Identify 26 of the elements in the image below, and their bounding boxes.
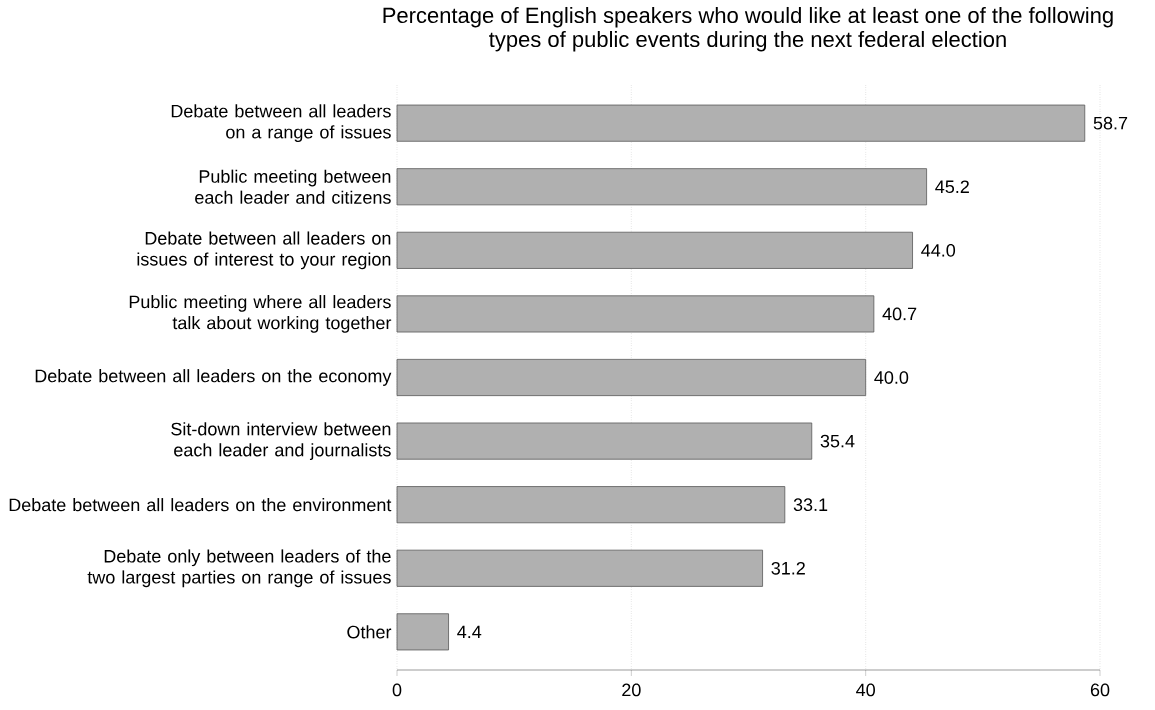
x-tick-label: 60	[1090, 683, 1110, 697]
y-tick-label: Debate between all leaders on the economy	[35, 369, 392, 386]
data-label: 40.7	[882, 307, 917, 321]
data-label: 31.2	[771, 561, 805, 575]
bar	[396, 358, 867, 397]
data-label: 44.0	[921, 243, 956, 257]
y-tick-label: Debate between all leaders on the environment	[9, 498, 392, 512]
data-label: 40.0	[874, 371, 909, 384]
bar	[396, 613, 449, 651]
data-label: 35.4	[820, 434, 855, 448]
y-tick-label: Debate between all leaders on a range of issues	[171, 104, 391, 143]
y-tick-label: Sit-down interview between each leader and journalists	[171, 422, 391, 460]
chart-title: Percentage of English speakers who would like at least one of the following types of public events during the next federal election	[383, 6, 1113, 52]
x-tick-label: 40	[856, 683, 875, 697]
x-tick-label: 0	[392, 683, 402, 697]
data-label: 45.2	[935, 180, 969, 194]
y-tick-label: Debate only between leaders of the two largest parties on range of issues	[87, 549, 391, 588]
y-tick-label: Public meeting where all leaders talk about working together	[129, 295, 392, 333]
bar	[396, 295, 875, 333]
y-tick-label: Public meeting between each leader and citizens	[195, 169, 391, 204]
data-label: 58.7	[1093, 116, 1128, 130]
data-label: 33.1	[793, 498, 828, 512]
data-label: 4.4	[457, 625, 482, 639]
y-tick-label: Debate between all leaders on issues of interest to your region	[137, 231, 391, 270]
x-tick-label: 20	[622, 683, 641, 697]
y-tick-label: Other	[347, 625, 392, 639]
